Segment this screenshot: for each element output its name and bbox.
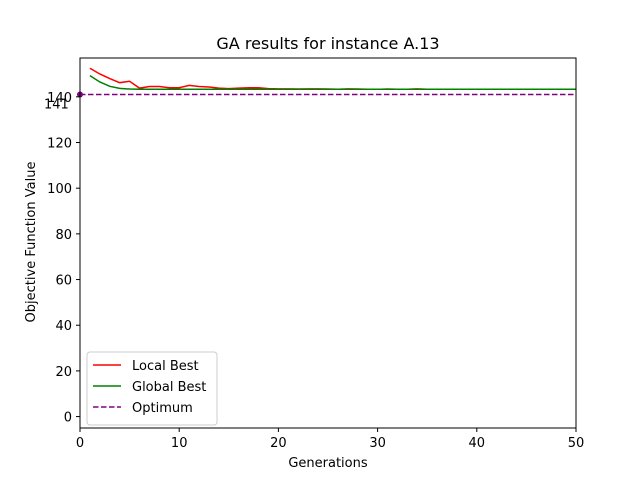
y-tick-label: 40 — [55, 319, 72, 334]
y-tick-label: 100 — [47, 182, 72, 197]
series-line-global-best — [89, 74, 576, 91]
annotation-label: 141 — [44, 98, 69, 113]
y-tick-label: 120 — [47, 137, 72, 152]
y-tick-label: 60 — [55, 274, 72, 289]
legend-label: Optimum — [132, 401, 193, 416]
x-tick-label: 30 — [369, 436, 386, 451]
y-tick-label: 20 — [55, 365, 72, 380]
x-tick-label: 40 — [469, 436, 486, 451]
legend: Local Best Global Best Optimum — [86, 351, 218, 426]
x-axis-label: Generations — [288, 456, 368, 471]
chart-title: GA results for instance A.13 — [216, 34, 439, 53]
x-tick-label: 50 — [568, 436, 585, 451]
y-tick-label: 0 — [64, 411, 72, 426]
x-tick-label: 0 — [76, 436, 84, 451]
legend-label: Local Best — [132, 359, 199, 374]
y-tick-label: 140 — [47, 91, 72, 106]
y-tick-label: 80 — [55, 228, 72, 243]
plot-area: 141 0 10 20 30 40 50 0 20 40 60 80 100 120 140 — [44, 57, 585, 451]
legend-label: Global Best — [132, 380, 206, 395]
x-tick-label: 10 — [171, 436, 188, 451]
y-axis-label: Objective Function Value — [24, 162, 39, 323]
plot-frame — [79, 57, 577, 429]
x-tick-label: 20 — [270, 436, 287, 451]
